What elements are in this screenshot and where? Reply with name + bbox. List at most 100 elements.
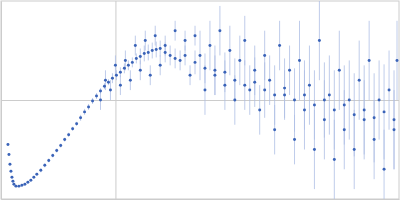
point [63, 138, 66, 141]
point [213, 69, 216, 72]
point [139, 55, 142, 58]
error-bar [80, 115, 81, 121]
point [243, 39, 246, 42]
point [174, 29, 177, 32]
point [104, 79, 107, 82]
error-bar [108, 79, 109, 85]
error-bar [314, 70, 315, 139]
frame [1, 1, 399, 199]
error-bar [150, 65, 151, 85]
error-bar [140, 60, 141, 80]
point [26, 181, 29, 184]
error-bar [195, 26, 196, 46]
error-bar [304, 60, 305, 129]
point [353, 113, 356, 116]
error-bar [334, 70, 335, 149]
error-bar [27, 181, 28, 183]
error-bar [7, 144, 8, 146]
error-bar [229, 26, 230, 76]
error-bar [12, 180, 13, 182]
error-bar [76, 122, 77, 126]
point [203, 89, 206, 92]
chart [0, 0, 400, 200]
point [318, 39, 321, 42]
point [149, 74, 152, 77]
error-bar [10, 170, 11, 172]
point [59, 144, 62, 147]
point [218, 29, 221, 32]
point [303, 94, 306, 97]
error-bar [369, 21, 370, 100]
error-bar [160, 55, 161, 75]
error-bar [36, 173, 37, 175]
error-bar [394, 70, 395, 169]
point [184, 39, 187, 42]
error-bar [112, 73, 113, 83]
point [139, 69, 142, 72]
error-bar [289, 46, 290, 96]
error-bar [128, 60, 129, 70]
point [353, 148, 356, 151]
point [223, 84, 226, 87]
point [119, 84, 122, 87]
point [323, 99, 326, 102]
error-bar [299, 21, 300, 100]
point [23, 183, 26, 186]
error-bar [21, 184, 22, 186]
point [115, 74, 118, 77]
point [333, 108, 336, 111]
point [328, 94, 331, 97]
point [253, 81, 256, 84]
point [114, 64, 117, 67]
error-bar [384, 64, 385, 159]
point [283, 94, 286, 97]
point [29, 179, 32, 182]
point [184, 54, 187, 57]
error-bar [214, 55, 215, 95]
error-bar [354, 73, 355, 156]
point [194, 61, 197, 64]
error-bar [96, 93, 97, 99]
point [308, 84, 311, 87]
point [358, 79, 361, 82]
point [7, 153, 10, 156]
error-bar [234, 58, 235, 102]
point [32, 176, 35, 179]
error-bar [214, 46, 215, 96]
point [248, 89, 251, 92]
point [213, 74, 216, 77]
error-bar [104, 83, 105, 89]
point [6, 143, 9, 146]
error-bar [249, 65, 250, 115]
point [103, 85, 106, 88]
point [11, 180, 14, 183]
point [343, 103, 346, 106]
y-axis [1, 2, 399, 200]
error-bar [195, 51, 196, 75]
point [20, 184, 23, 187]
error-bar [175, 21, 176, 41]
point [129, 79, 132, 82]
point [333, 158, 336, 161]
error-bar [84, 109, 85, 115]
error-bar [8, 153, 9, 155]
error-bar [88, 104, 89, 110]
point [35, 173, 38, 176]
error-bar [110, 80, 111, 100]
error-bar [145, 31, 146, 51]
point [124, 59, 127, 62]
point [368, 59, 371, 62]
point [83, 110, 86, 113]
point [233, 99, 236, 102]
error-bar [344, 65, 345, 144]
error-bar [165, 36, 166, 56]
error-bar [52, 153, 53, 157]
error-bar [44, 163, 45, 167]
point [9, 170, 12, 173]
point [243, 84, 246, 87]
error-bar [135, 36, 136, 56]
point [79, 116, 82, 119]
point [99, 99, 102, 102]
error-bar [254, 57, 255, 107]
point [109, 89, 112, 92]
